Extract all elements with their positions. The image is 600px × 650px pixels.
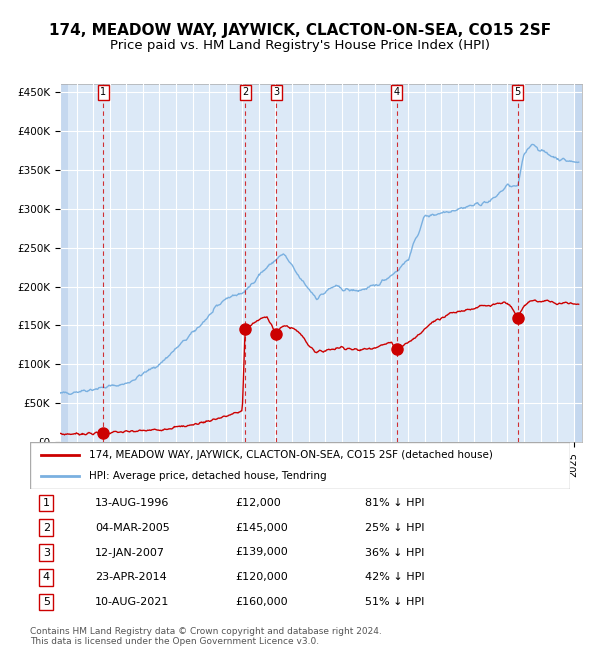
Text: 2: 2 [242, 87, 248, 98]
Text: 51% ↓ HPI: 51% ↓ HPI [365, 597, 424, 607]
Text: £120,000: £120,000 [235, 572, 288, 582]
Text: 3: 3 [273, 87, 279, 98]
Text: 4: 4 [394, 87, 400, 98]
Text: 174, MEADOW WAY, JAYWICK, CLACTON-ON-SEA, CO15 2SF (detached house): 174, MEADOW WAY, JAYWICK, CLACTON-ON-SEA… [89, 450, 493, 460]
Text: Price paid vs. HM Land Registry's House Price Index (HPI): Price paid vs. HM Land Registry's House … [110, 39, 490, 52]
Text: HPI: Average price, detached house, Tendring: HPI: Average price, detached house, Tend… [89, 471, 327, 481]
Bar [575, 84, 582, 442]
Text: £139,000: £139,000 [235, 547, 288, 558]
Text: 25% ↓ HPI: 25% ↓ HPI [365, 523, 424, 533]
Text: 04-MAR-2005: 04-MAR-2005 [95, 523, 170, 533]
Text: £145,000: £145,000 [235, 523, 288, 533]
Text: 4: 4 [43, 572, 50, 582]
Text: 10-AUG-2021: 10-AUG-2021 [95, 597, 169, 607]
Text: 42% ↓ HPI: 42% ↓ HPI [365, 572, 424, 582]
Bar [60, 84, 68, 442]
Text: 36% ↓ HPI: 36% ↓ HPI [365, 547, 424, 558]
Text: £160,000: £160,000 [235, 597, 288, 607]
Text: 13-AUG-1996: 13-AUG-1996 [95, 498, 169, 508]
Text: 3: 3 [43, 547, 50, 558]
Text: 1: 1 [43, 498, 50, 508]
Text: £12,000: £12,000 [235, 498, 281, 508]
Text: This data is licensed under the Open Government Licence v3.0.: This data is licensed under the Open Gov… [30, 636, 319, 645]
Text: 1: 1 [100, 87, 106, 98]
Text: 5: 5 [515, 87, 521, 98]
Text: Contains HM Land Registry data © Crown copyright and database right 2024.: Contains HM Land Registry data © Crown c… [30, 627, 382, 636]
Text: 81% ↓ HPI: 81% ↓ HPI [365, 498, 424, 508]
Text: 174, MEADOW WAY, JAYWICK, CLACTON-ON-SEA, CO15 2SF: 174, MEADOW WAY, JAYWICK, CLACTON-ON-SEA… [49, 23, 551, 38]
FancyBboxPatch shape [30, 442, 570, 489]
Text: 5: 5 [43, 597, 50, 607]
Text: 12-JAN-2007: 12-JAN-2007 [95, 547, 165, 558]
Text: 2: 2 [43, 523, 50, 533]
Text: 23-APR-2014: 23-APR-2014 [95, 572, 167, 582]
